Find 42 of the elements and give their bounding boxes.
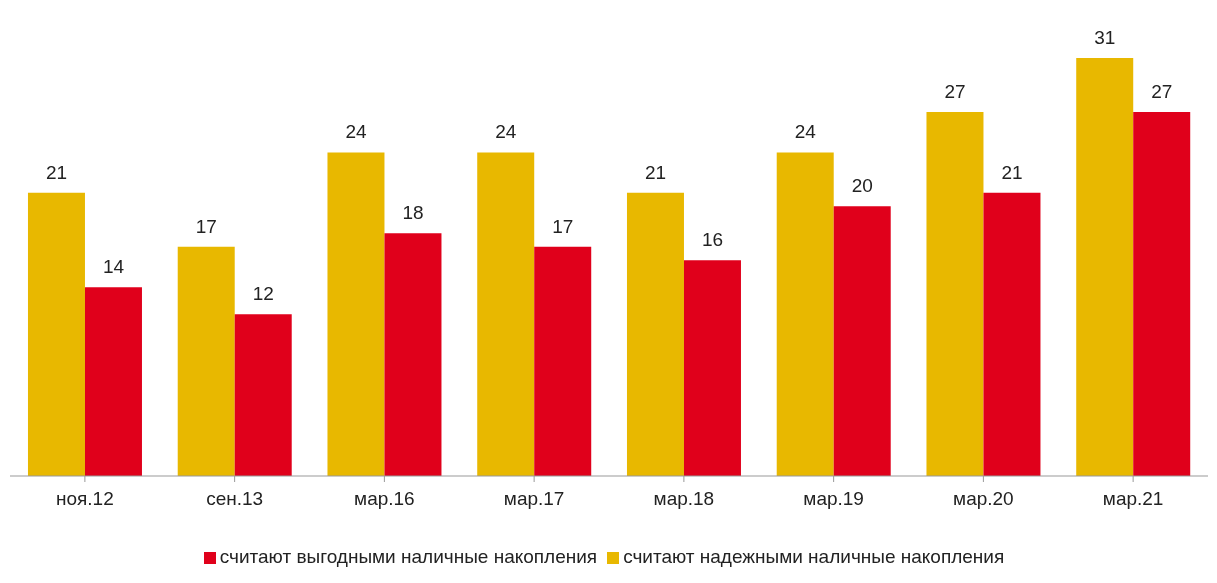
data-label: 27 (944, 80, 966, 102)
bar (776, 152, 834, 476)
data-label: 21 (644, 161, 667, 183)
data-label: 20 (851, 175, 873, 197)
bar (1076, 58, 1134, 476)
data-label: 16 (701, 229, 724, 251)
data-label: 24 (794, 121, 817, 143)
bar (234, 314, 292, 476)
x-tick-label: ноя.12 (55, 488, 114, 510)
x-tick-label: мар.19 (803, 488, 864, 510)
bar (1133, 111, 1191, 476)
data-label: 27 (1151, 80, 1173, 102)
x-tick-label: мар.21 (1102, 488, 1164, 510)
x-tick-label: мар.17 (503, 488, 565, 510)
bar (327, 152, 385, 476)
data-label: 17 (552, 215, 574, 237)
bar (177, 246, 235, 476)
data-label: 24 (495, 121, 517, 143)
bar (626, 192, 684, 476)
data-label: 24 (345, 121, 367, 143)
bar (983, 192, 1041, 476)
data-label: 21 (1001, 161, 1023, 183)
bar (384, 233, 442, 476)
data-label: 31 (1094, 27, 1116, 48)
bar (926, 111, 984, 476)
x-tick-label: мар.16 (354, 488, 415, 510)
x-tick-label: мар.18 (653, 488, 715, 510)
x-tick-label: мар.20 (953, 488, 1014, 510)
bar (27, 192, 85, 476)
data-label: 18 (402, 202, 424, 224)
bar (84, 287, 142, 476)
data-label: 17 (195, 215, 217, 237)
bar (683, 260, 741, 476)
bar (534, 246, 592, 476)
bar (833, 206, 891, 476)
data-label: 14 (102, 256, 125, 278)
legend-label: считают надежными наличные накопления (623, 546, 1005, 567)
data-label: 12 (252, 283, 274, 305)
legend-label: считают выгодными наличные накопления (219, 546, 598, 567)
data-label: 21 (45, 161, 68, 183)
bar (477, 152, 535, 476)
x-tick-label: сен.13 (206, 488, 264, 510)
